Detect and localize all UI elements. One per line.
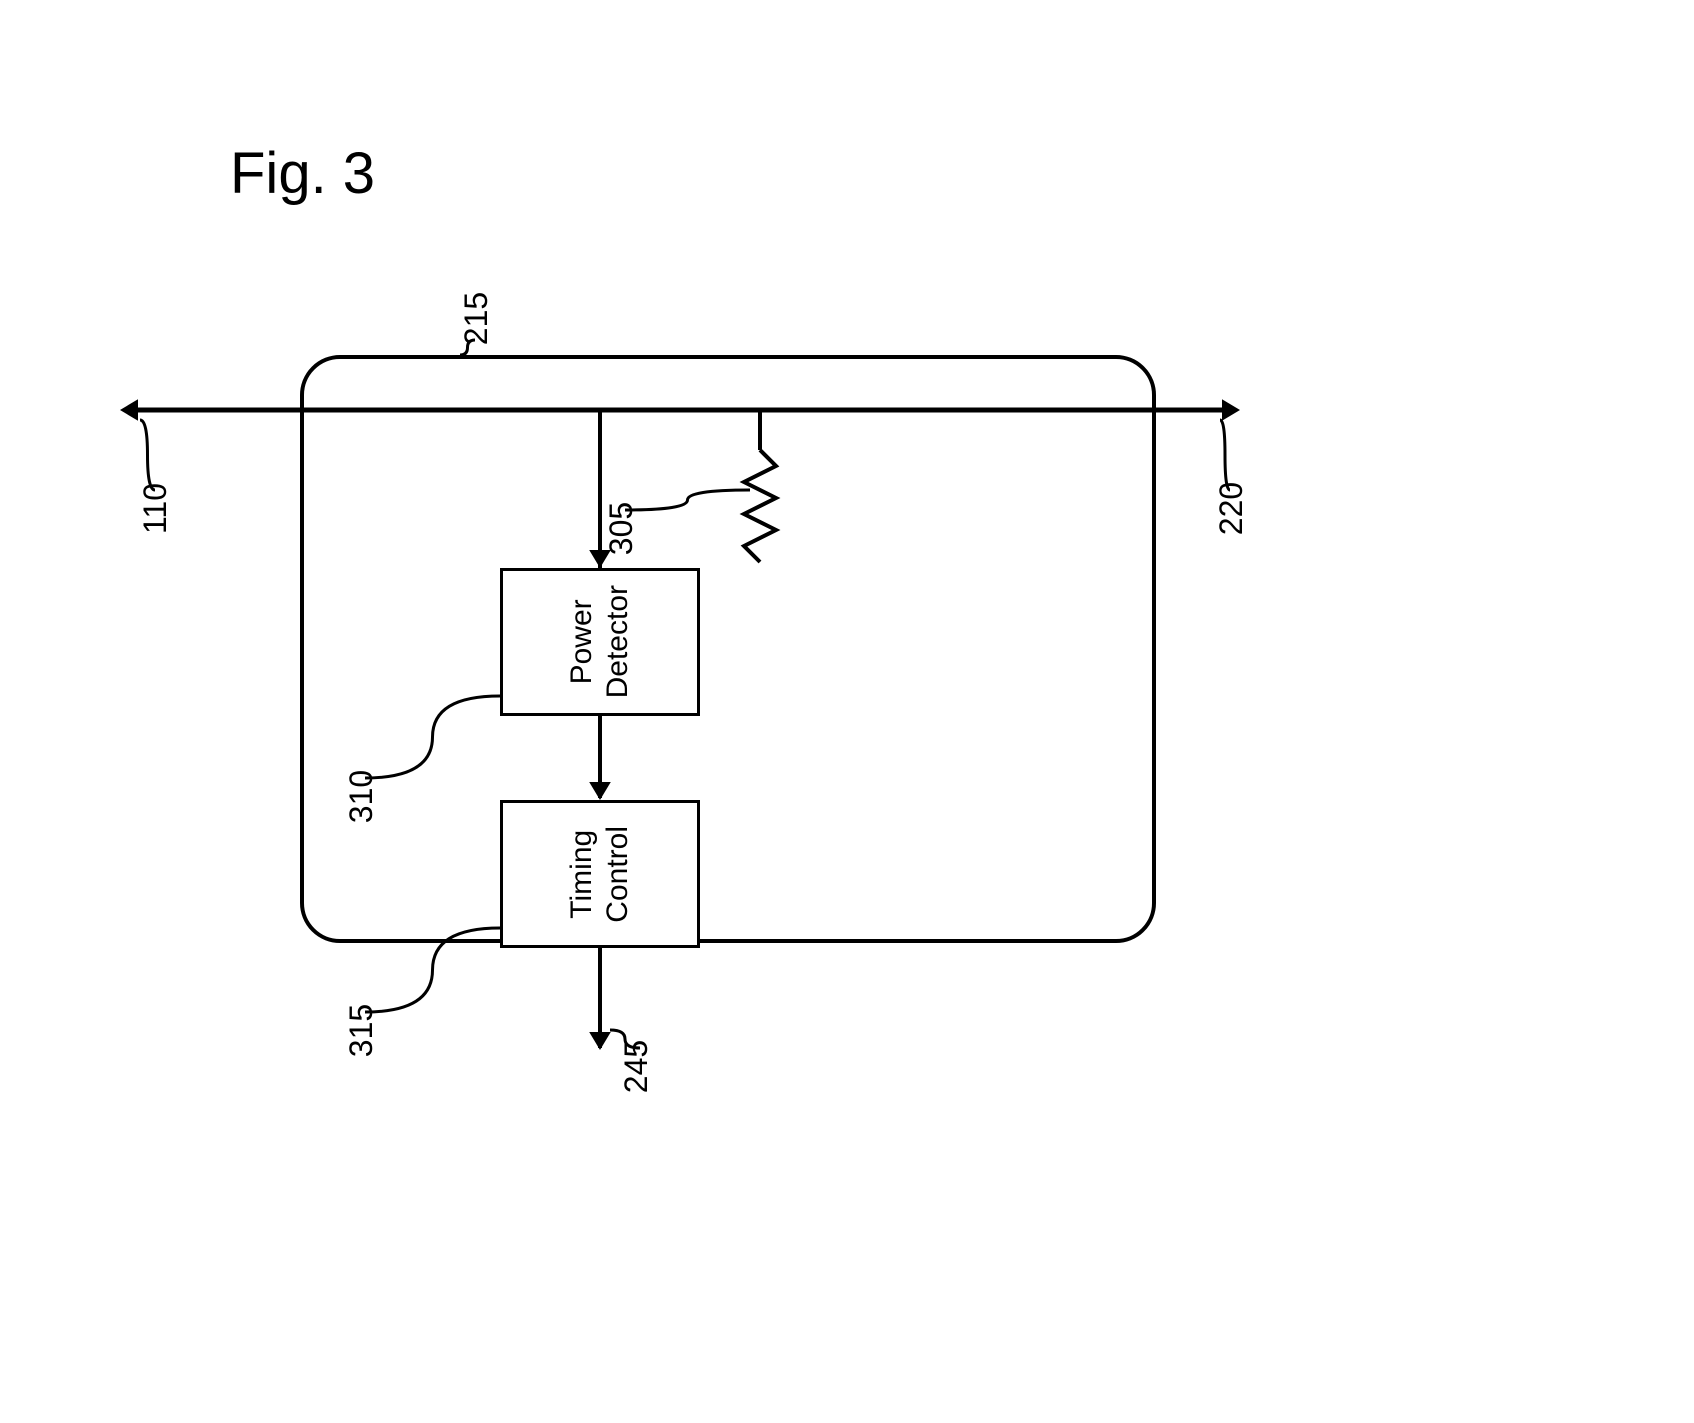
resistor-ref-label: 305 [603,502,640,555]
container-ref-label: 215 [458,292,495,345]
power-detector-block: Power Detector [500,568,700,716]
power-detector-ref-label: 310 [343,770,380,823]
figure-title: Fig. 3 [230,140,375,207]
timing-control-label: Timing Control [564,826,636,923]
container-box [300,355,1156,943]
timing-control-ref-label: 315 [343,1004,380,1057]
input-ref-label: 110 [137,483,174,534]
output-top-ref-label: 220 [1213,482,1250,535]
output-bottom-ref-label: 245 [618,1040,655,1093]
power-detector-label: Power Detector [564,585,636,698]
timing-control-block: Timing Control [500,800,700,948]
